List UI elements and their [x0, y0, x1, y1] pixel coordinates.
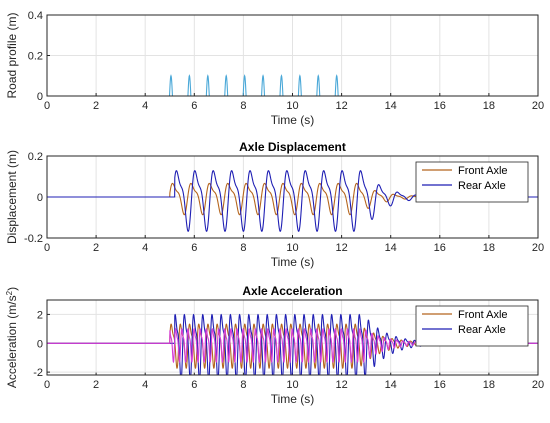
legend-label: Front Axle — [458, 309, 508, 321]
x-tick-label: 2 — [93, 242, 99, 254]
y-tick-label: 0.2 — [28, 51, 43, 63]
x-tick-label: 16 — [434, 379, 446, 391]
x-tick-label: 10 — [286, 100, 298, 112]
axes-box-2 — [46, 299, 539, 376]
x-tick-label: 16 — [434, 242, 446, 254]
x-tick-label: 14 — [385, 100, 397, 112]
y-axis-label: Acceleration (m/s2) — [5, 287, 20, 388]
chart-title: Axle Acceleration — [242, 284, 342, 298]
axes-box-0 — [46, 14, 539, 97]
x-tick-label: 4 — [142, 242, 148, 254]
y-tick-label: 0 — [37, 91, 43, 103]
y-axis-label-superscript: 2 — [5, 290, 14, 295]
x-tick-label: 20 — [532, 379, 544, 391]
x-tick-label: 0 — [44, 242, 50, 254]
y-tick-label: 0.4 — [28, 10, 43, 22]
x-tick-label: 2 — [93, 379, 99, 391]
y-tick-label: 0 — [37, 338, 43, 350]
y-axis-label-end: ) — [5, 287, 19, 291]
legend-label: Rear Axle — [458, 324, 506, 336]
legend-label: Rear Axle — [458, 180, 506, 192]
chart-title: Axle Displacement — [239, 140, 346, 154]
x-tick-label: 8 — [240, 242, 246, 254]
x-tick-label: 0 — [44, 379, 50, 391]
x-tick-label: 6 — [191, 379, 197, 391]
legend-label: Front Axle — [458, 165, 508, 177]
x-axis-label: Time (s) — [271, 392, 315, 406]
x-tick-label: 18 — [483, 100, 495, 112]
x-tick-label: 4 — [142, 379, 148, 391]
y-axis-label: Displacement (m) — [5, 150, 19, 244]
x-tick-label: 20 — [532, 100, 544, 112]
y-tick-label: -0.2 — [24, 233, 43, 245]
x-tick-label: 14 — [385, 242, 397, 254]
x-tick-label: 12 — [335, 379, 347, 391]
x-tick-label: 6 — [191, 100, 197, 112]
axes-box-1 — [46, 155, 539, 239]
x-axis-label: Time (s) — [271, 113, 315, 127]
legend-box — [415, 161, 529, 203]
x-tick-label: 16 — [434, 100, 446, 112]
legend-box — [415, 305, 529, 347]
x-tick-label: 12 — [335, 100, 347, 112]
x-tick-label: 10 — [286, 379, 298, 391]
x-tick-label: 14 — [385, 379, 397, 391]
x-tick-label: 18 — [483, 379, 495, 391]
x-tick-label: 6 — [191, 242, 197, 254]
x-axis-label: Time (s) — [271, 255, 315, 269]
x-tick-label: 2 — [93, 100, 99, 112]
x-tick-label: 20 — [532, 242, 544, 254]
x-tick-label: 10 — [286, 242, 298, 254]
y-tick-label: 2 — [37, 309, 43, 321]
y-tick-label: -2 — [33, 367, 43, 379]
x-tick-label: 8 — [240, 379, 246, 391]
x-tick-label: 4 — [142, 100, 148, 112]
x-tick-label: 8 — [240, 100, 246, 112]
y-tick-label: 0.2 — [28, 151, 43, 163]
y-tick-label: 0 — [37, 192, 43, 204]
x-tick-label: 0 — [44, 100, 50, 112]
x-tick-label: 18 — [483, 242, 495, 254]
x-tick-label: 12 — [335, 242, 347, 254]
y-axis-label: Road profile (m) — [5, 12, 19, 98]
